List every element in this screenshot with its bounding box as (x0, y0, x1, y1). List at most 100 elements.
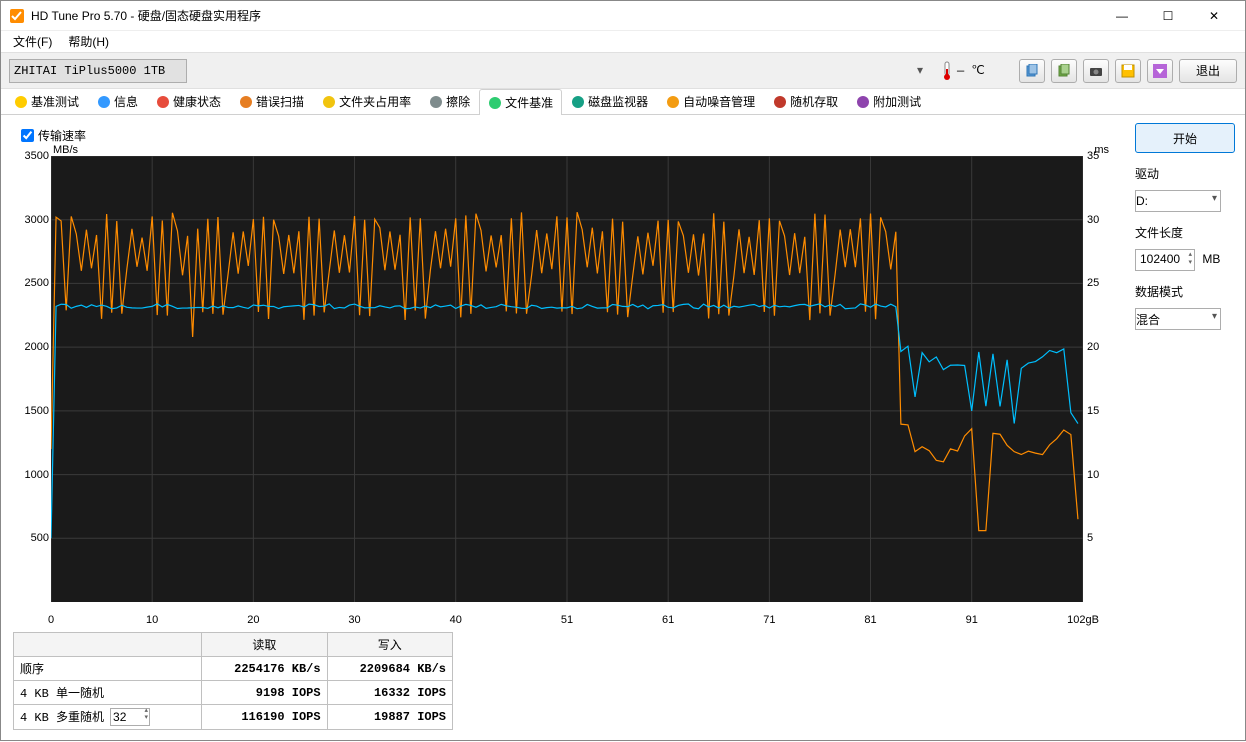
tab-label: 随机存取 (790, 93, 838, 110)
folder-icon (322, 95, 336, 109)
xtick: 91 (966, 614, 978, 626)
tab-folder[interactable]: 文件夹占用率 (313, 88, 420, 114)
copy-info-button[interactable] (1019, 59, 1045, 83)
xtick: 20 (247, 614, 259, 626)
tab-label: 错误扫描 (256, 93, 304, 110)
menu-file[interactable]: 文件(F) (5, 31, 60, 52)
tab-label: 附加测试 (873, 93, 921, 110)
menu-help[interactable]: 帮助(H) (60, 31, 117, 52)
row-write: 19887 IOPS (327, 705, 452, 730)
exit-button[interactable]: 退出 (1179, 59, 1237, 83)
tab-monitor[interactable]: 磁盘监视器 (562, 88, 657, 114)
row-label: 4 KB 多重随机32 (14, 705, 202, 730)
xtick: 40 (450, 614, 462, 626)
row-write: 16332 IOPS (327, 681, 452, 705)
results-table: 读取 写入 顺序2254176 KB/s2209684 KB/s4 KB 单一随… (13, 632, 1113, 730)
random-icon (773, 95, 787, 109)
filelen-input[interactable]: 102400 (1135, 249, 1195, 271)
tab-info[interactable]: 信息 (88, 88, 147, 114)
search-icon (239, 95, 253, 109)
xtick: 71 (763, 614, 775, 626)
sound-icon (666, 95, 680, 109)
save-button[interactable] (1115, 59, 1141, 83)
erase-icon (429, 95, 443, 109)
arrow-down-icon (1153, 64, 1167, 78)
y-left-unit: MB/s (53, 144, 78, 156)
ytick-right: 35 (1087, 150, 1113, 162)
filelen-label: 文件长度 (1135, 224, 1235, 241)
close-button[interactable]: ✕ (1191, 1, 1237, 31)
copy-alt-icon (1057, 64, 1071, 78)
minimize-button[interactable]: — (1099, 1, 1145, 31)
tab-label: 健康状态 (173, 93, 221, 110)
tab-random[interactable]: 随机存取 (764, 88, 847, 114)
tab-label: 基准测试 (31, 93, 79, 110)
chart-canvas (51, 156, 1083, 602)
extra-icon (856, 95, 870, 109)
row-write: 2209684 KB/s (327, 657, 452, 681)
ytick-right: 25 (1087, 277, 1113, 289)
ytick-left: 2000 (13, 341, 49, 353)
ytick-left: 500 (13, 532, 49, 544)
chart: MB/s ms 500100015002000250030003500 5101… (13, 146, 1113, 626)
col-blank (14, 633, 202, 657)
tab-label: 自动噪音管理 (683, 93, 755, 110)
tab-sound[interactable]: 自动噪音管理 (657, 88, 764, 114)
tab-health[interactable]: 健康状态 (147, 88, 230, 114)
xtick: 61 (662, 614, 674, 626)
col-write: 写入 (327, 633, 452, 657)
temperature-value: — ℃ (957, 63, 985, 78)
datamode-select[interactable] (1135, 308, 1221, 330)
device-select[interactable] (9, 59, 187, 83)
transfer-rate-label: 传输速率 (38, 127, 86, 144)
tab-label: 擦除 (446, 93, 470, 110)
ytick-left: 3000 (13, 214, 49, 226)
ytick-right: 5 (1087, 532, 1113, 544)
save-icon (1121, 64, 1135, 78)
xtick: 102gB (1067, 614, 1099, 626)
screenshot-button[interactable] (1083, 59, 1109, 83)
ytick-right: 10 (1087, 469, 1113, 481)
tab-extra[interactable]: 附加测试 (847, 88, 930, 114)
titlebar: HD Tune Pro 5.70 - 硬盘/固态硬盘实用程序 — ☐ ✕ (1, 1, 1245, 31)
ytick-right: 20 (1087, 341, 1113, 353)
ytick-left: 1500 (13, 405, 49, 417)
result-row: 顺序2254176 KB/s2209684 KB/s (14, 657, 453, 681)
menubar: 文件(F) 帮助(H) (1, 31, 1245, 53)
xtick: 10 (146, 614, 158, 626)
row-label: 4 KB 单一随机 (14, 681, 202, 705)
queue-depth-spinner[interactable]: 32 (110, 708, 150, 726)
tab-label: 文件夹占用率 (339, 93, 411, 110)
camera-icon (1089, 64, 1103, 78)
options-button[interactable] (1147, 59, 1173, 83)
transfer-rate-checkbox[interactable]: 传输速率 (21, 127, 1113, 144)
tab-bar: 基准测试 信息 健康状态 错误扫描 文件夹占用率 擦除文件基准磁盘监视器 自动噪音管理 随机存… (1, 89, 1245, 115)
tab-bulb[interactable]: 基准测试 (5, 88, 88, 114)
tab-search[interactable]: 错误扫描 (230, 88, 313, 114)
maximize-button[interactable]: ☐ (1145, 1, 1191, 31)
filebench-icon (488, 96, 502, 110)
window-title: HD Tune Pro 5.70 - 硬盘/固态硬盘实用程序 (31, 7, 1099, 24)
row-read: 116190 IOPS (202, 705, 327, 730)
health-icon (156, 95, 170, 109)
col-read: 读取 (202, 633, 327, 657)
copy-screenshot-button[interactable] (1051, 59, 1077, 83)
tab-filebench[interactable]: 文件基准 (479, 89, 562, 115)
drive-select[interactable] (1135, 190, 1221, 212)
xtick: 0 (48, 614, 54, 626)
ytick-left: 2500 (13, 277, 49, 289)
start-button[interactable]: 开始 (1135, 123, 1235, 153)
tab-erase[interactable]: 擦除 (420, 88, 479, 114)
temperature-display: — ℃ (939, 61, 985, 81)
drive-label: 驱动 (1135, 165, 1235, 182)
ytick-right: 30 (1087, 214, 1113, 226)
transfer-rate-check[interactable] (21, 129, 34, 142)
ytick-left: 1000 (13, 469, 49, 481)
copy-icon (1025, 64, 1039, 78)
tab-label: 信息 (114, 93, 138, 110)
content: 传输速率 MB/s ms 500100015002000250030003500… (1, 115, 1245, 742)
xtick: 51 (561, 614, 573, 626)
row-read: 9198 IOPS (202, 681, 327, 705)
filelen-unit: MB (1202, 252, 1220, 266)
right-panel: 开始 驱动 文件长度 102400 MB 数据模式 (1125, 115, 1245, 742)
